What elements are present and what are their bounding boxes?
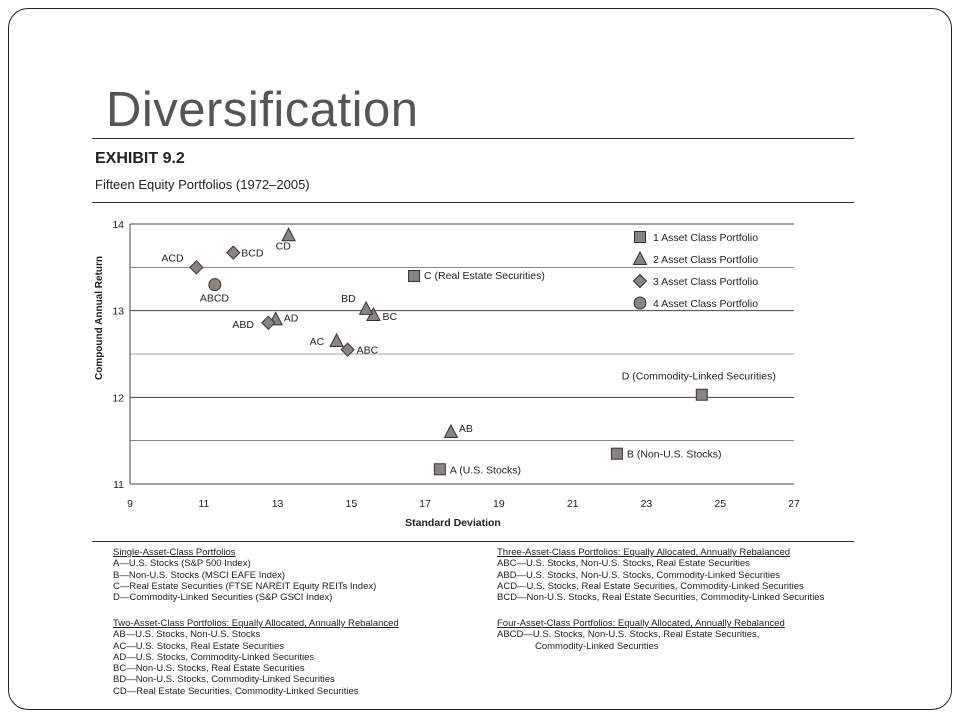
data-point-diamond <box>261 315 276 331</box>
key-item: D—Commodity-Linked Securities (S&P GSCI … <box>113 592 333 604</box>
gridlines <box>130 223 794 485</box>
single-asset-key: Single-Asset-Class Portfolios A—U.S. Sto… <box>113 547 376 603</box>
point-label: ABD <box>232 319 254 331</box>
point-label: AC <box>310 336 325 348</box>
legend-label: 1 Asset Class Portfolio <box>653 232 758 244</box>
data-point-triangle <box>281 227 296 242</box>
key-rule <box>92 541 854 542</box>
point-label: CD <box>276 240 292 252</box>
x-tick-label: 9 <box>127 498 133 510</box>
key-item: AC—U.S. Stocks, Real Estate Securities <box>113 640 285 652</box>
three-asset-key: Three-Asset-Class Portfolios: Equally Al… <box>497 547 824 603</box>
key-item: ABD—U.S. Stocks, Non-U.S. Stocks, Commod… <box>497 569 780 581</box>
data-point-square <box>610 447 623 460</box>
x-tick-label: 13 <box>272 498 284 510</box>
key-item: Commodity-Linked Securities <box>535 640 659 652</box>
data-point-triangle <box>358 300 374 315</box>
point-label: ACD <box>161 252 184 264</box>
legend-marker-circle <box>633 296 647 310</box>
point-label: ABCD <box>200 293 230 305</box>
key-heading: Single-Asset-Class Portfolios <box>113 547 236 558</box>
key-heading: Two-Asset-Class Portfolios: Equally Allo… <box>113 618 399 629</box>
data-point-circle <box>208 278 222 292</box>
x-tick-label: 15 <box>345 498 357 510</box>
point-label: AB <box>459 423 473 435</box>
slide-frame <box>8 8 952 710</box>
x-tick-label: 25 <box>714 498 726 510</box>
x-tick-labels: 9 11 13 15 17 19 21 23 25 27 <box>127 498 800 510</box>
subtitle-rule <box>92 202 854 203</box>
key-item: BC—Non-U.S. Stocks, Real Estate Securiti… <box>113 663 305 675</box>
key-item: BD—Non-U.S. Stocks, Commodity-Linked Sec… <box>113 674 335 686</box>
x-tick-label: 21 <box>567 498 579 510</box>
data-point-diamond <box>226 245 241 260</box>
point-label: C (Real Estate Securities) <box>424 270 545 282</box>
point-label: B (Non-U.S. Stocks) <box>627 449 722 461</box>
key-item: CD—Real Estate Securities, Commodity-Lin… <box>113 685 359 697</box>
slide-title: Diversification <box>106 83 419 137</box>
point-label: BCD <box>241 248 264 260</box>
x-tick-label: 11 <box>198 498 209 510</box>
data-point-square <box>433 463 446 476</box>
data-point-diamond <box>340 342 355 357</box>
four-asset-key: Four-Asset-Class Portfolios: Equally All… <box>497 618 785 652</box>
key-item: ABC—U.S. Stocks, Non-U.S. Stocks, Real E… <box>497 558 750 570</box>
x-tick-label: 23 <box>641 498 653 510</box>
point-label: D (Commodity-Linked Securities) <box>622 371 776 383</box>
y-tick-labels: 11 12 13 14 <box>112 219 124 491</box>
legend-label: 3 Asset Class Portfolio <box>653 276 758 288</box>
x-axis-label: Standard Deviation <box>405 517 501 529</box>
point-label: A (U.S. Stocks) <box>450 464 521 476</box>
y-axis-label: Compound Annual Return <box>94 256 105 380</box>
data-point-triangle <box>443 423 459 438</box>
data-point-diamond <box>189 260 204 275</box>
y-tick-label: 13 <box>112 306 124 318</box>
y-tick-label: 14 <box>112 219 124 231</box>
legend-marker-square <box>634 231 646 243</box>
point-label: BC <box>382 311 397 323</box>
y-tick-label: 12 <box>112 392 124 404</box>
point-labels: A (U.S. Stocks) B (Non-U.S. Stocks) C (Rea… <box>161 240 775 476</box>
x-tick-label: 27 <box>788 498 800 510</box>
point-label: AD <box>284 312 299 324</box>
key-item: C—Real Estate Securities (FTSE NAREIT Eq… <box>113 580 377 592</box>
legend-marker-diamond <box>632 273 648 289</box>
key-item: B—Non-U.S. Stocks (MSCI EAFE Index) <box>113 569 286 581</box>
legend-label: 2 Asset Class Portfolio <box>653 254 758 266</box>
key-heading: Three-Asset-Class Portfolios: Equally Al… <box>497 547 791 558</box>
data-point-triangle <box>329 332 344 347</box>
exhibit-subtitle: Fifteen Equity Portfolios (1972–2005) <box>95 177 310 192</box>
legend: 1 Asset Class Portfolio 2 Asset Class Por… <box>632 231 758 310</box>
key-heading: Four-Asset-Class Portfolios: Equally All… <box>497 618 785 629</box>
two-asset-key: Two-Asset-Class Portfolios: Equally Allo… <box>113 618 399 697</box>
key-item: ABCD—U.S. Stocks, Non-U.S. Stocks, Real … <box>497 629 760 641</box>
data-point-square <box>408 270 421 282</box>
legend-label: 4 Asset Class Portfolio <box>653 298 758 310</box>
point-label: BD <box>341 293 356 305</box>
legend-marker-triangle <box>632 250 648 265</box>
top-rule <box>92 138 854 139</box>
point-label: ABC <box>357 345 379 357</box>
data-points <box>189 227 708 476</box>
key-item: A—U.S. Stocks (S&P 500 Index) <box>113 558 251 570</box>
x-tick-label: 19 <box>493 498 505 510</box>
exhibit-label: EXHIBIT 9.2 <box>95 150 185 167</box>
x-tick-label: 17 <box>419 498 431 510</box>
key-item: AB—U.S. Stocks, Non-U.S. Stocks <box>113 629 261 641</box>
y-tick-label: 11 <box>113 479 124 491</box>
key-item: BCD—Non-U.S. Stocks, Real Estate Securit… <box>497 592 825 604</box>
data-point-square <box>695 388 708 401</box>
key-item: AD—U.S. Stocks, Commodity-Linked Securit… <box>113 651 315 663</box>
key-item: ACD—U.S. Stocks, Real Estate Securities,… <box>497 580 804 592</box>
